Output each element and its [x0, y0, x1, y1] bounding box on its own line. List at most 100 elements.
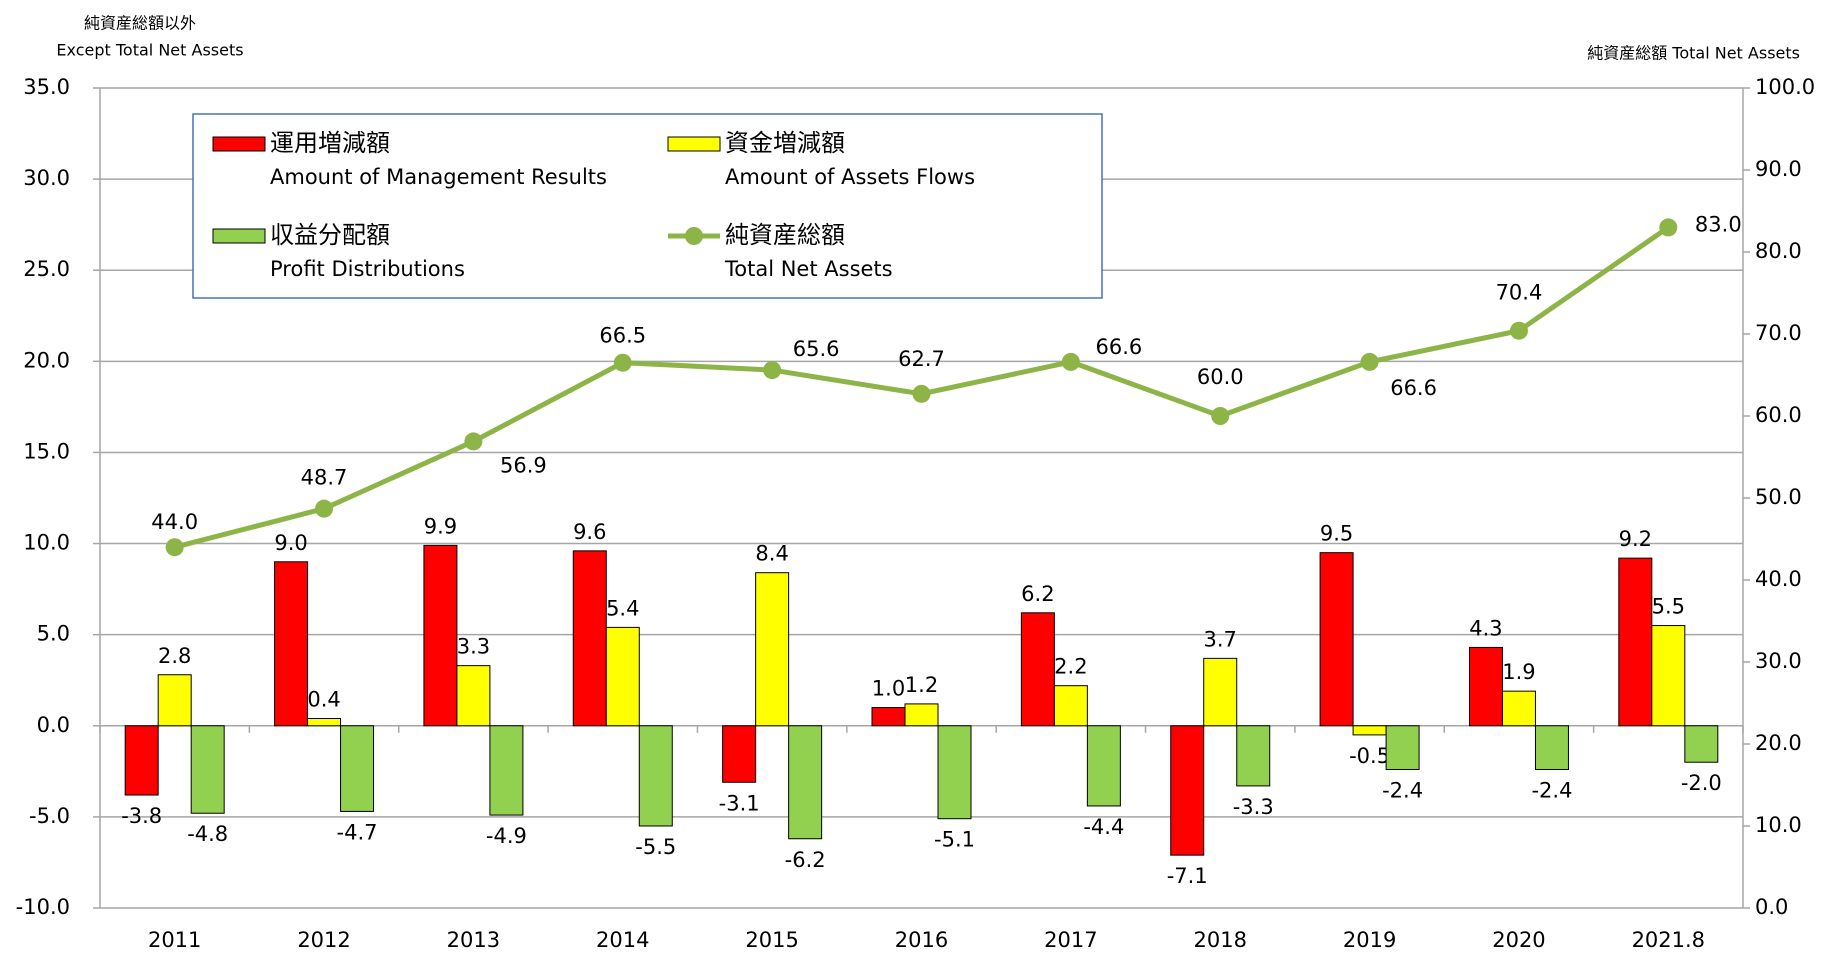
line-marker: [1360, 352, 1379, 371]
y2-tick-label: 90.0: [1755, 157, 1802, 181]
legend-label: 純資産総額: [725, 221, 845, 249]
bar-value-label: 2.8: [158, 644, 191, 668]
line-marker: [613, 353, 632, 372]
line-marker: [1061, 352, 1080, 371]
bar: [788, 725, 823, 840]
bar: [456, 665, 491, 727]
bar-value-label: -2.4: [1531, 779, 1572, 803]
y2-tick-label: 70.0: [1755, 321, 1802, 345]
bar-value-label: 8.4: [755, 542, 788, 566]
bar-value-label: -7.1: [1167, 864, 1208, 888]
bar: [489, 725, 524, 816]
bar: [1236, 725, 1271, 787]
bar: [1352, 725, 1387, 736]
bar-value-label: -0.5: [1349, 744, 1390, 768]
bar-value-label: -3.1: [719, 791, 760, 815]
bar: [1618, 557, 1653, 727]
bar-value-label: 1.2: [905, 673, 938, 697]
bar: [1319, 552, 1354, 727]
line-value-label: 66.6: [1095, 335, 1142, 359]
bar-value-label: 5.4: [606, 596, 639, 620]
bar: [340, 725, 375, 812]
bar-value-label: -4.9: [486, 824, 527, 848]
y-tick-label: 5.0: [37, 622, 70, 646]
legend-label: 収益分配額: [270, 221, 390, 249]
y-axis-label: 純資産総額以外: [84, 14, 196, 33]
y2-tick-label: 60.0: [1755, 403, 1802, 427]
y-tick-label: 15.0: [23, 439, 70, 463]
bar-value-label: -4.8: [187, 822, 228, 846]
line-value-label: 56.9: [500, 453, 547, 477]
bar: [1170, 725, 1205, 856]
legend-label-en: Profit Distributions: [270, 257, 465, 281]
bar-value-label: 1.0: [872, 677, 905, 701]
y-tick-label: -5.0: [29, 804, 70, 828]
bar-value-label: -5.1: [934, 828, 975, 852]
bar: [1086, 725, 1121, 807]
bar: [1053, 685, 1088, 727]
x-tick-label: 2018: [1194, 928, 1247, 952]
bar-value-label: -3.8: [121, 804, 162, 828]
line-marker: [912, 384, 931, 403]
x-tick-label: 2017: [1044, 928, 1097, 952]
line-value-label: 66.6: [1390, 376, 1437, 400]
bar: [423, 544, 458, 727]
x-tick-label: 2013: [447, 928, 500, 952]
bar: [124, 725, 159, 796]
y2-tick-label: 50.0: [1755, 485, 1802, 509]
line-value-label: 62.7: [898, 347, 945, 371]
legend-label-en: Amount of Management Results: [270, 165, 607, 189]
bar-value-label: 4.3: [1469, 616, 1502, 640]
y-axis-label-en: Except Total Net Assets: [56, 41, 243, 60]
bar: [605, 626, 640, 727]
bar: [722, 725, 757, 783]
y2-tick-label: 30.0: [1755, 649, 1802, 673]
line-marker: [763, 361, 782, 380]
bar: [1385, 725, 1420, 771]
bar-value-label: 9.6: [573, 520, 606, 544]
y2-tick-label: 10.0: [1755, 813, 1802, 837]
y-tick-label: 25.0: [23, 257, 70, 281]
x-tick-label: 2014: [596, 928, 649, 952]
bar-value-label: -4.7: [337, 820, 378, 844]
bar: [1651, 625, 1686, 727]
y-tick-label: 30.0: [23, 166, 70, 190]
legend-swatch: [212, 228, 266, 244]
line-value-label: 48.7: [301, 466, 348, 490]
bar-value-label: -2.4: [1382, 779, 1423, 803]
y2-axis-label: 純資産総額 Total Net Assets: [1587, 44, 1800, 63]
line-marker: [165, 538, 184, 557]
line-value-label: 65.6: [793, 337, 840, 361]
bar-value-label: 9.9: [424, 514, 457, 538]
line-value-label: 44.0: [151, 510, 198, 534]
y2-tick-label: 0.0: [1755, 895, 1788, 919]
legend-swatch: [667, 136, 721, 152]
bar-value-label: -2.0: [1681, 771, 1722, 795]
bar: [157, 674, 192, 727]
line-marker: [1659, 218, 1678, 237]
x-tick-label: 2011: [148, 928, 201, 952]
bar-value-label: 1.9: [1502, 660, 1535, 684]
line-marker: [1509, 321, 1528, 340]
y2-tick-label: 100.0: [1755, 75, 1815, 99]
line-value-label: 70.4: [1496, 281, 1543, 305]
bar: [1534, 725, 1569, 771]
bar: [937, 725, 972, 820]
legend-swatch: [685, 227, 703, 245]
legend-label: 資金増減額: [725, 129, 845, 157]
bar: [1020, 612, 1055, 727]
y-tick-label: 10.0: [23, 531, 70, 555]
bar: [1468, 646, 1503, 727]
bar: [274, 561, 309, 727]
y-tick-label: 0.0: [37, 713, 70, 737]
bar-value-label: 9.2: [1619, 527, 1652, 551]
line-marker: [464, 432, 483, 451]
legend-label-en: Amount of Assets Flows: [725, 165, 975, 189]
line-marker: [315, 499, 334, 518]
bar: [1684, 725, 1719, 763]
line-value-label: 83.0: [1695, 212, 1742, 236]
legend-label: 運用増減額: [270, 129, 390, 157]
bar-value-label: 5.5: [1652, 595, 1685, 619]
bar: [190, 725, 225, 814]
